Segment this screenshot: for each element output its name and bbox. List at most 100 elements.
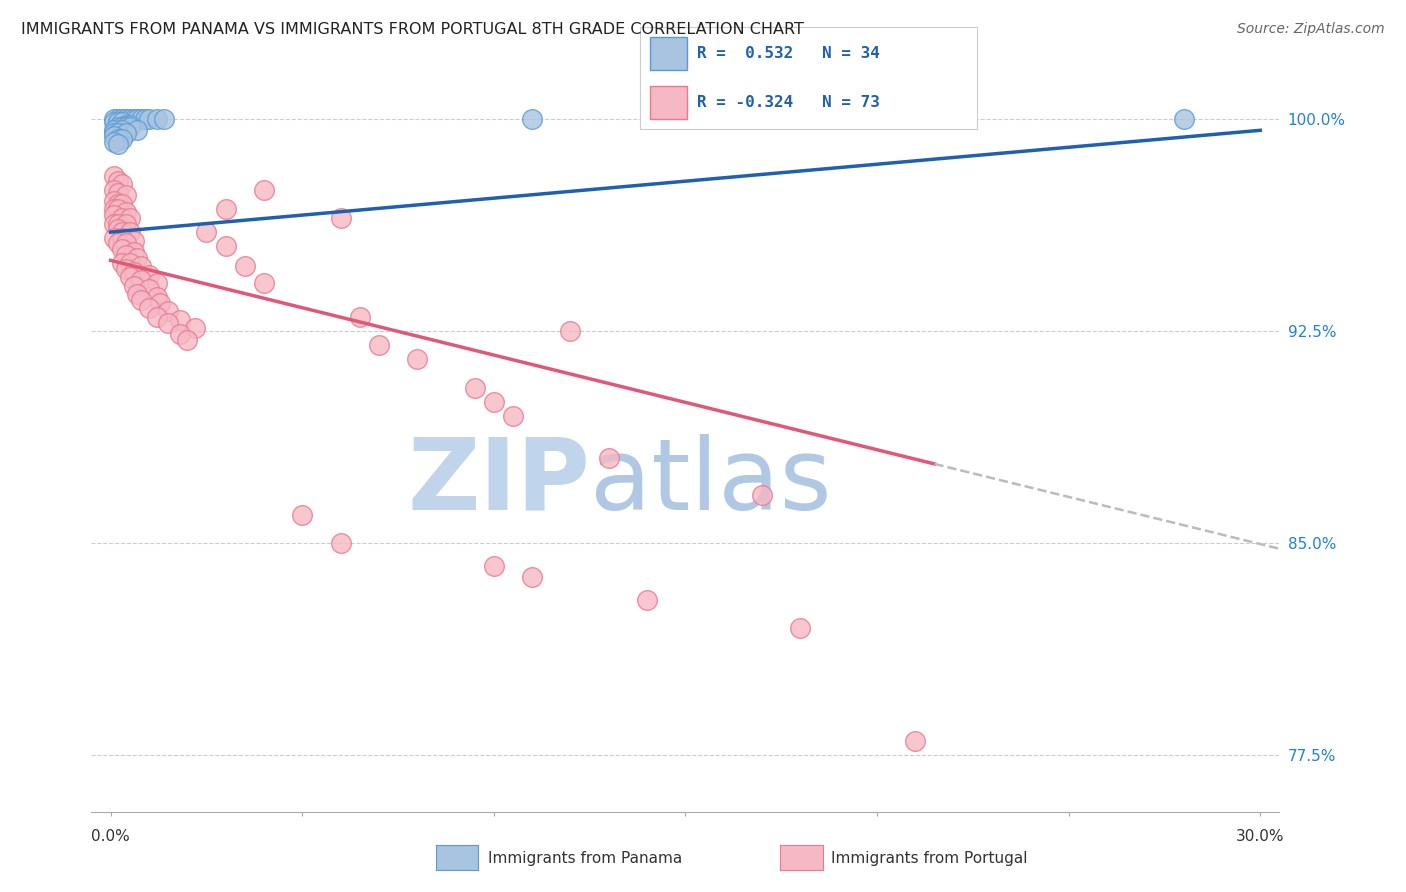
Text: atlas: atlas — [591, 434, 832, 531]
Point — [253, 276, 276, 290]
Point — [107, 132, 129, 146]
Point — [560, 324, 582, 338]
Point — [138, 112, 160, 126]
Point — [214, 202, 236, 217]
Point — [122, 234, 145, 248]
Point — [129, 293, 152, 307]
Point — [107, 120, 129, 135]
Point — [214, 239, 236, 253]
Point — [751, 488, 773, 502]
Point — [107, 137, 129, 152]
Point — [176, 333, 198, 347]
Point — [138, 282, 160, 296]
Text: 30.0%: 30.0% — [1236, 829, 1285, 844]
Point — [464, 381, 486, 395]
Point — [107, 174, 129, 188]
Point — [103, 169, 125, 183]
Point — [118, 270, 141, 285]
Point — [636, 592, 658, 607]
Point — [789, 621, 811, 635]
Point — [107, 112, 129, 126]
Point — [122, 265, 145, 279]
Point — [107, 236, 129, 251]
Point — [103, 135, 125, 149]
Text: Source: ZipAtlas.com: Source: ZipAtlas.com — [1237, 22, 1385, 37]
Point — [107, 196, 129, 211]
Point — [115, 261, 138, 276]
Point — [233, 259, 256, 273]
Point — [103, 128, 125, 143]
Point — [107, 222, 129, 236]
Text: R = -0.324   N = 73: R = -0.324 N = 73 — [697, 95, 880, 111]
Point — [253, 183, 276, 197]
Point — [195, 225, 218, 239]
Point — [145, 290, 167, 304]
Point — [129, 273, 152, 287]
Point — [406, 352, 429, 367]
Point — [103, 194, 125, 208]
Point — [115, 188, 138, 202]
Point — [103, 231, 125, 245]
Text: Immigrants from Panama: Immigrants from Panama — [488, 851, 682, 865]
Point — [107, 126, 129, 140]
Point — [115, 248, 138, 262]
Point — [103, 217, 125, 231]
Point — [115, 120, 138, 135]
Bar — [650, 37, 688, 70]
Point — [145, 310, 167, 324]
Point — [127, 123, 149, 137]
Point — [118, 120, 141, 135]
Point — [134, 112, 156, 126]
Point — [149, 295, 172, 310]
Point — [115, 112, 138, 126]
Point — [127, 112, 149, 126]
Text: 0.0%: 0.0% — [91, 829, 129, 844]
Point — [145, 276, 167, 290]
Point — [111, 196, 134, 211]
Point — [157, 304, 180, 318]
Point — [122, 112, 145, 126]
Point — [118, 112, 141, 126]
Point — [103, 202, 125, 217]
Point — [111, 132, 134, 146]
Point — [157, 316, 180, 330]
Point — [129, 112, 152, 126]
Point — [103, 112, 125, 126]
Text: Immigrants from Portugal: Immigrants from Portugal — [831, 851, 1028, 865]
Point — [103, 208, 125, 222]
Point — [103, 123, 125, 137]
Point — [138, 301, 160, 316]
Point — [127, 287, 149, 301]
Point — [329, 536, 352, 550]
Point — [115, 205, 138, 219]
Point — [107, 217, 129, 231]
Point — [329, 211, 352, 225]
Point — [111, 256, 134, 270]
Point — [169, 312, 191, 326]
Bar — [650, 87, 688, 119]
Point — [115, 118, 138, 132]
Point — [107, 202, 129, 217]
Point — [122, 278, 145, 293]
Point — [115, 217, 138, 231]
Point — [111, 123, 134, 137]
Point — [118, 118, 141, 132]
Point — [107, 186, 129, 200]
Point — [145, 112, 167, 126]
Point — [138, 268, 160, 282]
Point — [129, 259, 152, 273]
Point — [482, 558, 505, 573]
Point — [103, 183, 125, 197]
Point — [118, 211, 141, 225]
Point — [111, 211, 134, 225]
Point — [482, 394, 505, 409]
Point — [111, 231, 134, 245]
Point — [103, 115, 125, 129]
Point — [291, 508, 314, 522]
Point — [153, 112, 176, 126]
Point — [111, 112, 134, 126]
Point — [520, 112, 543, 126]
Point — [184, 321, 207, 335]
Point — [111, 120, 134, 135]
Point — [118, 256, 141, 270]
